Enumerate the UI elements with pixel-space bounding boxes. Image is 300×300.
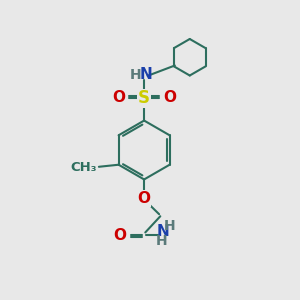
- Text: O: O: [138, 191, 151, 206]
- Text: O: O: [113, 228, 126, 243]
- Text: H: H: [164, 219, 176, 233]
- Text: N: N: [139, 68, 152, 82]
- Text: H: H: [155, 234, 167, 248]
- Text: O: O: [112, 90, 125, 105]
- Text: CH₃: CH₃: [70, 161, 97, 174]
- Text: H: H: [130, 68, 142, 82]
- Text: O: O: [163, 90, 176, 105]
- Text: N: N: [157, 224, 169, 239]
- Text: S: S: [138, 89, 150, 107]
